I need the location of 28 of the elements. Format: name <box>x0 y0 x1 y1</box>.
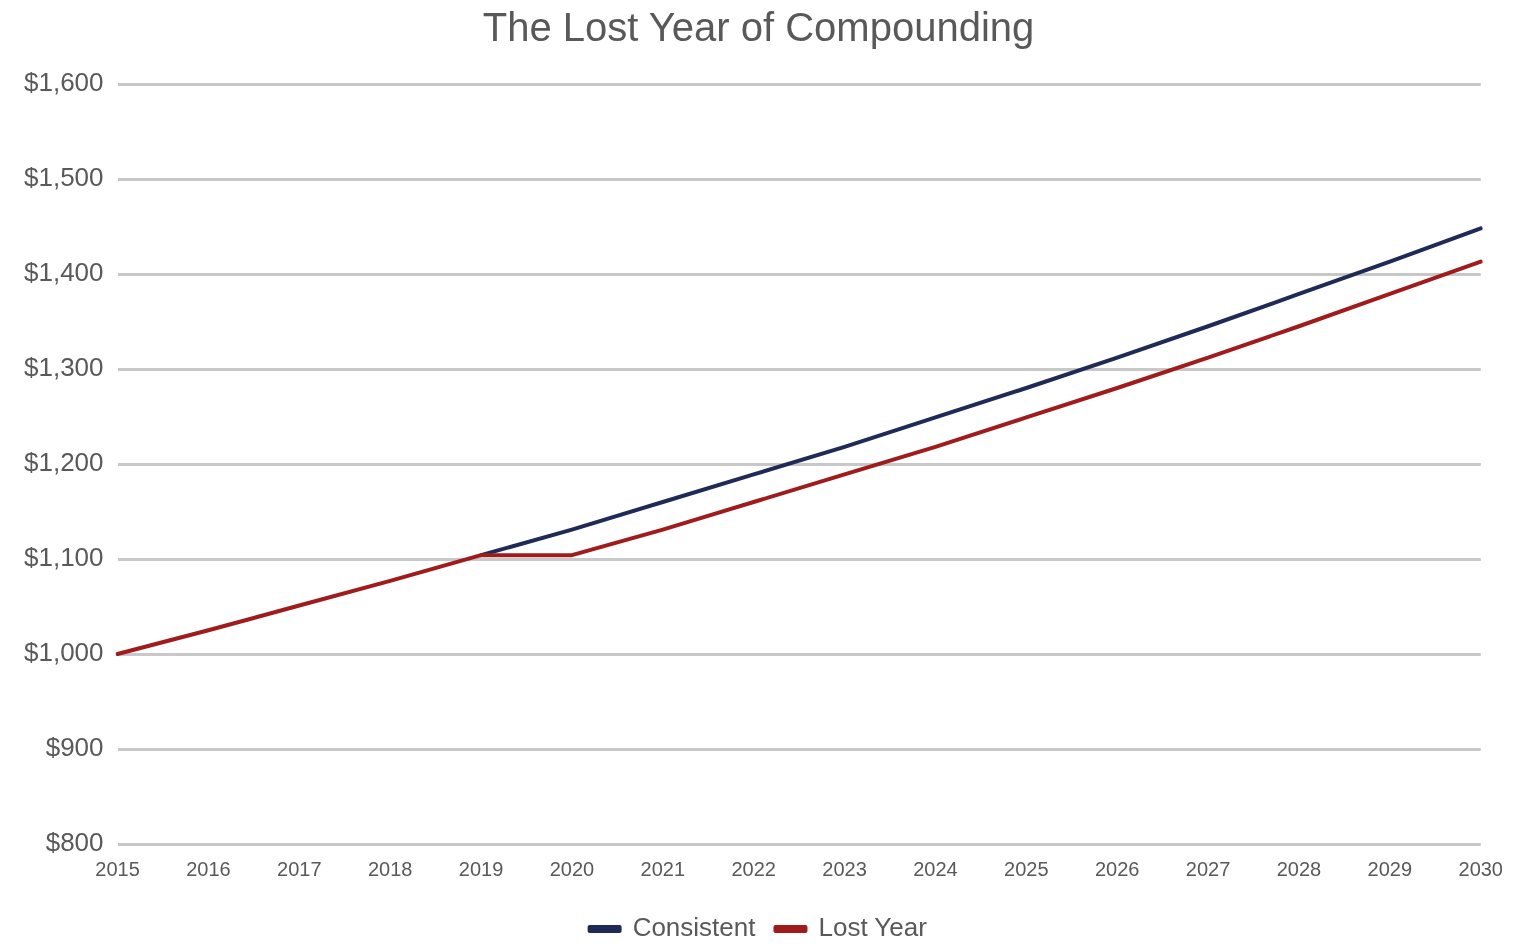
y-tick-label: $1,500 <box>23 162 104 193</box>
x-tick-label: 2027 <box>1185 857 1231 880</box>
legend-label: Lost Year <box>818 912 928 943</box>
legend-label: Consistent <box>632 912 757 943</box>
x-tick-label: 2021 <box>640 857 686 880</box>
x-tick-label: 2018 <box>367 857 413 880</box>
x-tick-label: 2015 <box>95 857 140 880</box>
y-tick-label: $1,100 <box>23 542 104 573</box>
chart-title: The Lost Year of Compounding <box>482 5 1035 50</box>
y-tick-label: $1,600 <box>23 67 104 98</box>
x-tick-label: 2019 <box>458 857 504 880</box>
x-tick-label: 2016 <box>186 857 231 880</box>
x-tick-label: 2026 <box>1094 857 1140 880</box>
y-tick-label: $1,400 <box>23 257 104 288</box>
x-tick-label: 2030 <box>1458 857 1503 880</box>
x-tick-label: 2017 <box>277 857 322 880</box>
x-tick-label: 2022 <box>731 857 776 880</box>
y-tick-label: $900 <box>45 732 104 763</box>
y-tick-label: $800 <box>45 827 104 858</box>
x-tick-label: 2029 <box>1367 857 1413 880</box>
x-tick-label: 2028 <box>1276 857 1322 880</box>
y-tick-label: $1,200 <box>23 447 104 478</box>
x-tick-label: 2020 <box>549 857 595 880</box>
x-tick-label: 2024 <box>913 857 958 880</box>
y-tick-label: $1,300 <box>23 352 104 383</box>
x-tick-label: 2025 <box>1004 857 1049 880</box>
x-tick-label: 2023 <box>822 857 867 880</box>
y-tick-label: $1,000 <box>23 637 104 668</box>
